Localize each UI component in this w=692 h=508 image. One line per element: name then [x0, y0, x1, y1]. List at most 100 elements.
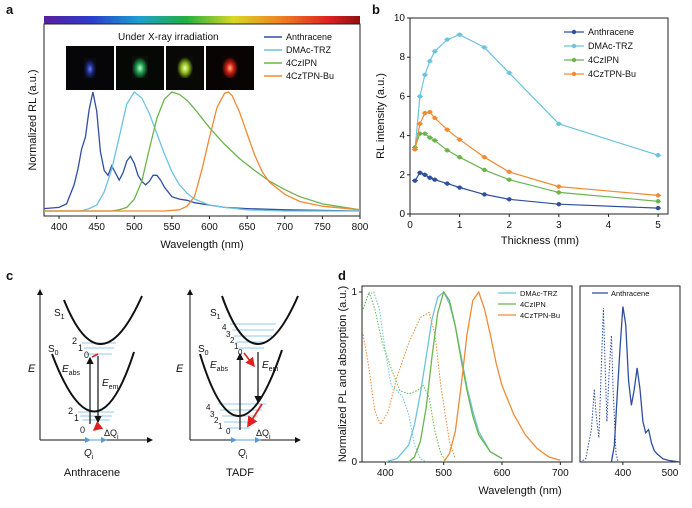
- data-point-4czipn-9: [556, 190, 562, 195]
- data-point-anthracene-2: [422, 172, 428, 177]
- panel-d-inset-plot-area: [579, 306, 681, 463]
- y-tick-label-10: 10: [394, 13, 406, 24]
- data-point-4czipn-2: [422, 131, 428, 136]
- panel-d-main-frame: [361, 285, 573, 463]
- right-s0-level-1: 1: [218, 422, 223, 431]
- xray-inset-title: Under X-ray irradiation: [118, 32, 219, 43]
- data-point-dmac-trz-9: [556, 121, 562, 127]
- left-s0-level-2: 2: [68, 406, 73, 416]
- series-line-anthracene: [43, 91, 361, 212]
- panel-a-ylabel: Normalized RL (a.u.): [27, 69, 39, 170]
- legend-marker-4czipn: [571, 57, 577, 63]
- data-point-4czipn-4: [432, 138, 438, 143]
- panel-label-d: d: [338, 268, 346, 283]
- panel-d-ticks: 400 500 600 700 0 1 400 500: [351, 287, 681, 479]
- data-point-4czipn-3: [427, 135, 433, 140]
- legend-label-dmac-trz: DMAc-TRZ: [520, 289, 558, 298]
- panel-a-plot-area: [43, 91, 361, 212]
- x-tick-label-600: 600: [494, 468, 511, 479]
- data-point-dmac-trz-5: [445, 37, 450, 42]
- panel-b-frame: [409, 17, 669, 215]
- left-s1-level-1: 1: [78, 343, 83, 353]
- legend-label-4czipn: 4CzIPN: [588, 55, 619, 65]
- series-line-4cztpn-bu: [443, 290, 561, 463]
- legend-label-4cztpn-bu: 4CzTPN-Bu: [286, 71, 334, 81]
- series-line-dmac-trz: [44, 91, 360, 212]
- x-tick-label-450: 450: [88, 222, 105, 233]
- left-s0-label: S0: [48, 344, 59, 357]
- inset-x-tick-label-500: 500: [662, 468, 679, 479]
- legend-label-anthracene: Anthracene: [588, 27, 634, 37]
- data-point-4czipn-10: [655, 199, 661, 204]
- right-relax-arrow-s1: [243, 352, 255, 368]
- data-point-dmac-trz-2: [422, 72, 428, 78]
- left-s1-label: S1: [54, 308, 65, 321]
- data-point-dmac-trz-6: [457, 32, 462, 37]
- x-tick-label-750: 750: [314, 222, 331, 233]
- right-e-label: E: [176, 363, 184, 375]
- data-point-4cztpn-bu-4: [432, 115, 438, 121]
- data-point-dmac-trz-3: [427, 58, 433, 64]
- panel-label-c: c: [6, 268, 13, 283]
- panel-a-frame: [43, 23, 361, 217]
- right-s1-level-4: 4: [222, 323, 227, 332]
- data-point-4cztpn-bu-0: [412, 147, 418, 152]
- absorption-trace-2: [362, 311, 456, 459]
- panel-a: Under X-ray irradiation Anthracene DMAc-T…: [27, 16, 369, 251]
- data-point-4cztpn-bu-1: [417, 121, 423, 127]
- panel-b-plot-area: [411, 32, 662, 211]
- panel-a-xlabel: Wavelength (nm): [160, 239, 243, 251]
- y-tick-label-8: 8: [399, 52, 405, 63]
- y-tick-label-1: 1: [351, 287, 357, 298]
- panel-b-xlabel: Thickness (mm): [501, 235, 579, 247]
- legend-label-4czipn: 4CzIPN: [286, 58, 317, 68]
- right-s1-label: S1: [210, 308, 221, 321]
- panel-b-legend: Anthracene DMAc-TRZ 4CzIPN 4CzTPN-Bu: [564, 27, 636, 79]
- data-point-dmac-trz-8: [507, 70, 512, 76]
- legend-marker-dmac-trz: [571, 43, 577, 49]
- x-tick-label-500: 500: [126, 222, 143, 233]
- panel-d-plot-area: [362, 290, 561, 463]
- right-s0-level-3: 3: [210, 410, 215, 419]
- legend-label-dmac-trz: DMAc-TRZ: [286, 45, 331, 55]
- absorption-trace-anthracene: [579, 308, 619, 463]
- x-tick-label-4: 4: [606, 220, 612, 231]
- left-s1-level-2: 2: [72, 336, 77, 346]
- diagram-anthracene: E S1 S0 2 1 0 2 1 0 Eabs Eem ΔQi Qi Anth…: [28, 289, 153, 479]
- panel-b-ticks: 0 1 2 3 4 5 0 2 4 6 8 10: [394, 13, 661, 231]
- legend-label-4czipn: 4CzIPN: [520, 300, 546, 309]
- data-point-anthracene-9: [556, 202, 562, 207]
- x-tick-label-3: 3: [556, 220, 562, 231]
- y-tick-label-0: 0: [399, 209, 405, 220]
- left-s1-level-0: 0: [84, 350, 89, 360]
- x-tick-label-550: 550: [164, 222, 181, 233]
- data-point-4czipn-6: [457, 154, 462, 160]
- data-point-4czipn-5: [445, 148, 450, 153]
- right-s1-curve: [221, 295, 299, 345]
- x-tick-label-500: 500: [435, 468, 452, 479]
- right-eem-label: Eem: [262, 360, 279, 373]
- data-point-dmac-trz-7: [482, 45, 487, 50]
- y-tick-label-2: 2: [399, 170, 405, 181]
- legend-label-4cztpn-bu: 4CzTPN-Bu: [588, 69, 636, 79]
- series-line-dmac-trz: [414, 34, 659, 156]
- left-relax-arrow-s0: [92, 421, 104, 432]
- x-tick-label-2: 2: [506, 220, 512, 231]
- data-point-anthracene-7: [482, 192, 487, 197]
- x-tick-label-600: 600: [201, 222, 218, 233]
- legend-marker-4cztpn-bu: [571, 71, 577, 77]
- diagram-tadf: E S1 S0 4 3 2 1 0 4 3 2 1 0 Eabs Eem ΔQi…: [176, 289, 301, 479]
- series-line-4cztpn-bu: [414, 111, 659, 196]
- x-tick-label-400: 400: [51, 222, 68, 233]
- panel-label-a: a: [6, 2, 14, 17]
- legend-label-dmac-trz: DMAc-TRZ: [588, 41, 633, 51]
- x-tick-label-700: 700: [276, 222, 293, 233]
- panel-d-ylabel: Normalized PL and absorption (a.u.): [337, 286, 349, 462]
- y-tick-label-6: 6: [399, 91, 405, 102]
- x-tick-label-400: 400: [377, 468, 394, 479]
- right-delta-q-label: ΔQi: [256, 428, 271, 441]
- series-line-4czipn: [44, 91, 361, 212]
- data-point-4cztpn-bu-8: [507, 169, 512, 175]
- data-point-dmac-trz-1: [417, 94, 423, 99]
